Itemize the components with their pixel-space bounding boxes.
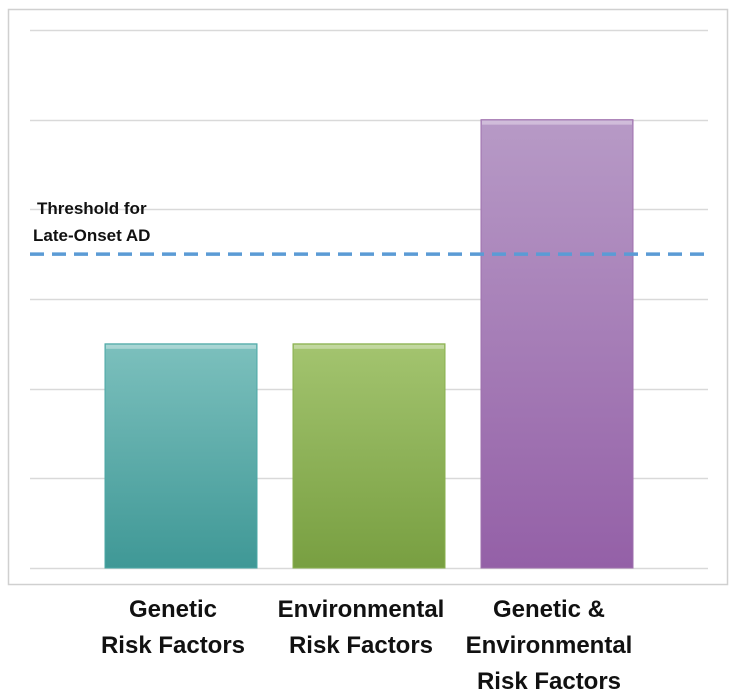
category-label-1: Genetic Risk Factors: [101, 596, 245, 659]
threshold: Threshold for Late-Onset AD: [30, 199, 708, 256]
category-label-2: Environmental Risk Factors: [278, 596, 445, 659]
bar-3-highlight: [482, 120, 632, 125]
bar-2: [292, 343, 446, 569]
bar-3: [480, 119, 634, 569]
bar-2-highlight: [294, 344, 444, 349]
category-label-3: Genetic & Environmental Risk Factors: [466, 596, 633, 695]
bars: [104, 119, 634, 569]
bar-1: [104, 343, 258, 569]
bar-1-highlight: [106, 344, 256, 349]
threshold-label: Threshold for Late-Onset AD: [33, 199, 150, 245]
category-labels: Genetic Risk Factors Environmental Risk Fac…: [101, 596, 632, 695]
